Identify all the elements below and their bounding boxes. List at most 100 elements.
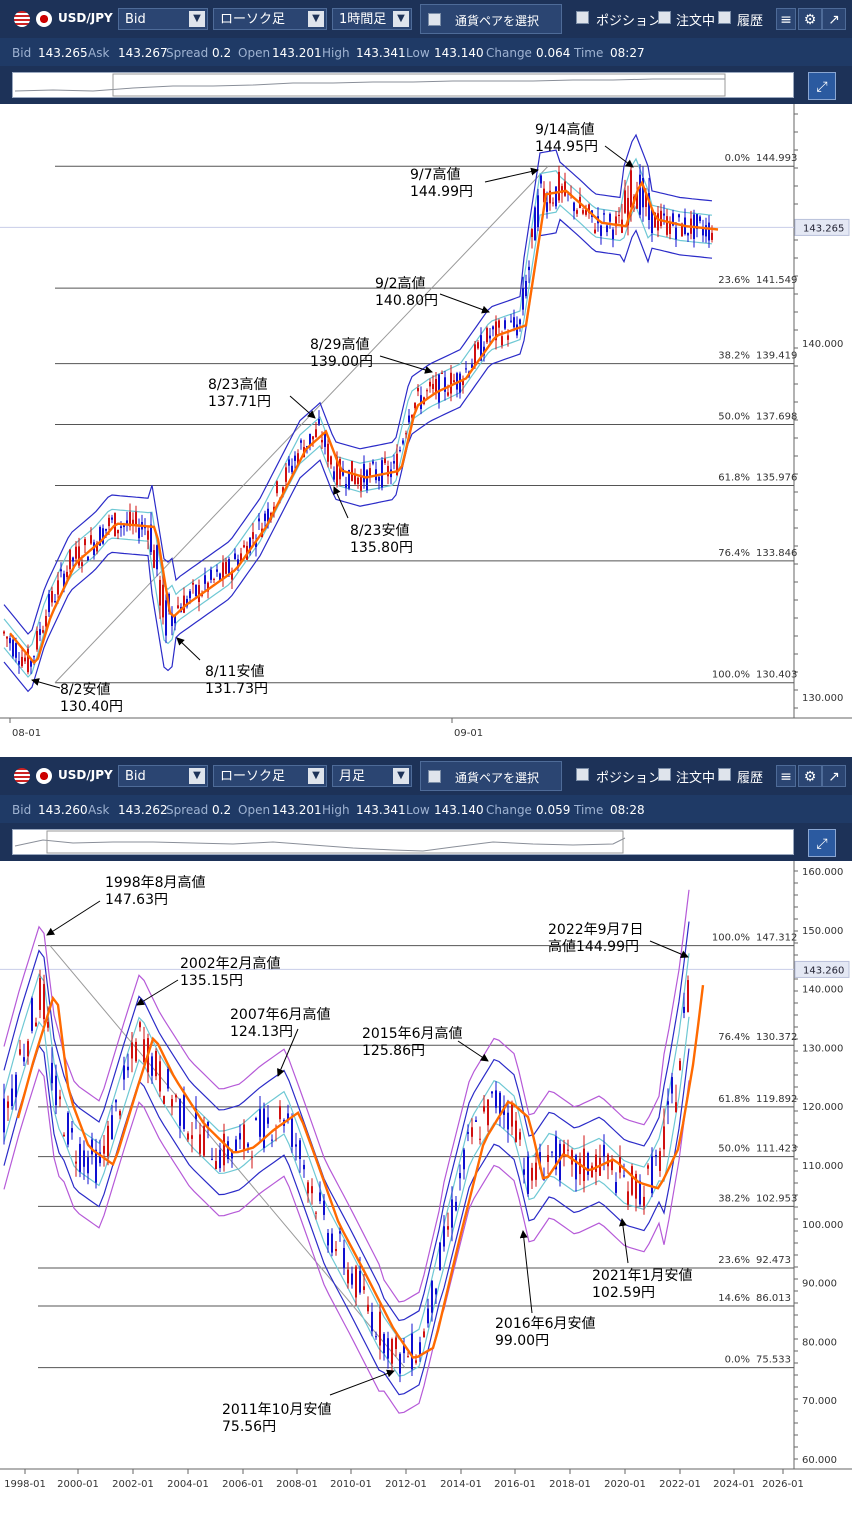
candle-body	[477, 342, 479, 349]
candle-body	[455, 1201, 457, 1211]
candle-body	[258, 518, 260, 522]
candle-body	[363, 1286, 365, 1290]
select-pair-checkbox[interactable]	[428, 13, 441, 26]
candle-body	[561, 186, 563, 194]
candle-body	[67, 1112, 69, 1145]
candle-body	[594, 229, 596, 234]
candle-body	[174, 614, 176, 624]
chevron-down-icon: ▼	[308, 11, 324, 27]
candle-body	[681, 223, 683, 237]
pair-label[interactable]: USD/JPY	[58, 768, 113, 782]
navigator-window[interactable]	[112, 73, 726, 97]
candle-body	[609, 213, 611, 222]
pair-label[interactable]: USD/JPY	[58, 11, 113, 25]
gear-icon[interactable]: ⚙	[798, 8, 822, 30]
candle-body	[547, 1155, 549, 1162]
fib-pct-label: 38.2%	[718, 1193, 750, 1204]
candle-body	[667, 1101, 669, 1105]
candle-body	[639, 1180, 641, 1205]
candle-body	[27, 648, 29, 673]
annotation-line1: 2011年10月安値	[222, 1402, 331, 1418]
candle-body	[175, 1095, 177, 1098]
fib-value-label: 141.549	[756, 275, 797, 286]
candle-body	[210, 569, 212, 580]
popout-icon[interactable]: ↗	[822, 8, 846, 30]
fib-value-label: 147.312	[756, 933, 797, 944]
candle-body	[378, 476, 380, 481]
chevron-down-icon: ▼	[308, 768, 324, 784]
timeframe-select[interactable]: 月足 ▼	[332, 765, 412, 787]
candle-body	[228, 559, 230, 575]
history-checkbox[interactable]	[718, 768, 731, 781]
spread-label: Spread	[166, 803, 209, 817]
candle-body	[71, 1128, 73, 1133]
candle-body	[501, 336, 503, 346]
candle-body	[162, 584, 164, 618]
candle-body	[211, 1158, 213, 1160]
price-type-select[interactable]: Bid ▼	[118, 8, 208, 30]
candle-body	[9, 638, 11, 644]
time-tick-label: 2024-01	[713, 1479, 755, 1490]
timeframe-select[interactable]: 1時間足 ▼	[332, 8, 412, 30]
orders-label: 注文中	[676, 771, 716, 786]
candle-body	[451, 1199, 453, 1228]
candle-body	[375, 1336, 377, 1338]
navigator-scrollbar[interactable]	[12, 829, 794, 855]
bollinger-upper	[3, 921, 690, 1322]
candle-body	[222, 562, 224, 579]
candle-body	[331, 1233, 333, 1253]
chart-type-select[interactable]: ローソク足 ▼	[213, 765, 327, 787]
navigator-window[interactable]	[46, 830, 624, 854]
navigator-scrollbar[interactable]	[12, 72, 794, 98]
select-pair-checkbox[interactable]	[428, 770, 441, 783]
candle-body	[531, 1167, 533, 1181]
candle-body	[72, 557, 74, 562]
history-label: 履歴	[737, 14, 764, 29]
price-type-select[interactable]: Bid ▼	[118, 765, 208, 787]
popout-icon[interactable]: ↗	[822, 765, 846, 787]
select-pair-button[interactable]: 通貨ペアを選択	[420, 761, 562, 791]
candle-body	[403, 1344, 405, 1354]
candle-body	[54, 601, 56, 603]
navigator: ⤢	[0, 66, 852, 104]
candle-body	[66, 571, 68, 578]
menu-icon[interactable]: ≡	[776, 765, 796, 787]
annotation-arrow	[484, 167, 539, 183]
candle-body	[507, 1112, 509, 1130]
monthly-chart-panel: USD/JPY Bid ▼ ローソク足 ▼ 月足 ▼ 通貨ペアを選択 ポジション 注文…	[0, 757, 852, 1513]
fullscreen-icon[interactable]: ⤢	[808, 72, 836, 100]
annotation-line2: 144.95円	[535, 139, 598, 155]
annotation-line1: 9/2高値	[375, 275, 426, 292]
annotation-line2: 131.73円	[205, 681, 268, 697]
orders-checkbox[interactable]	[658, 11, 671, 24]
candle-body	[471, 364, 473, 368]
history-checkbox[interactable]	[718, 11, 731, 24]
candle-body	[96, 543, 98, 552]
candle-body	[63, 1134, 65, 1137]
candle-body	[213, 578, 215, 580]
jp-flag-icon	[36, 768, 52, 784]
position-checkbox[interactable]	[576, 768, 589, 781]
candle-body	[159, 1061, 161, 1092]
annotation-line1: 8/23高値	[208, 376, 267, 393]
fib-pct-label: 23.6%	[718, 275, 750, 286]
candle-body	[575, 1155, 577, 1180]
menu-icon[interactable]: ≡	[776, 8, 796, 30]
candle-body	[191, 1135, 193, 1139]
chart-type-select[interactable]: ローソク足 ▼	[213, 8, 327, 30]
candle-body	[564, 181, 566, 196]
candle-body	[139, 1022, 141, 1028]
candle-body	[267, 1117, 269, 1124]
candle-body	[615, 1182, 617, 1193]
fib-value-label: 92.473	[756, 1255, 791, 1266]
orders-checkbox[interactable]	[658, 768, 671, 781]
chevron-down-icon: ▼	[189, 11, 205, 27]
fullscreen-icon[interactable]: ⤢	[808, 829, 836, 857]
candle-body	[407, 1356, 409, 1358]
candle-body	[311, 1186, 313, 1194]
annotation-arrow	[618, 1218, 629, 1264]
select-pair-button[interactable]: 通貨ペアを選択	[420, 4, 562, 34]
candle-body	[87, 556, 89, 561]
gear-icon[interactable]: ⚙	[798, 765, 822, 787]
position-checkbox[interactable]	[576, 11, 589, 24]
